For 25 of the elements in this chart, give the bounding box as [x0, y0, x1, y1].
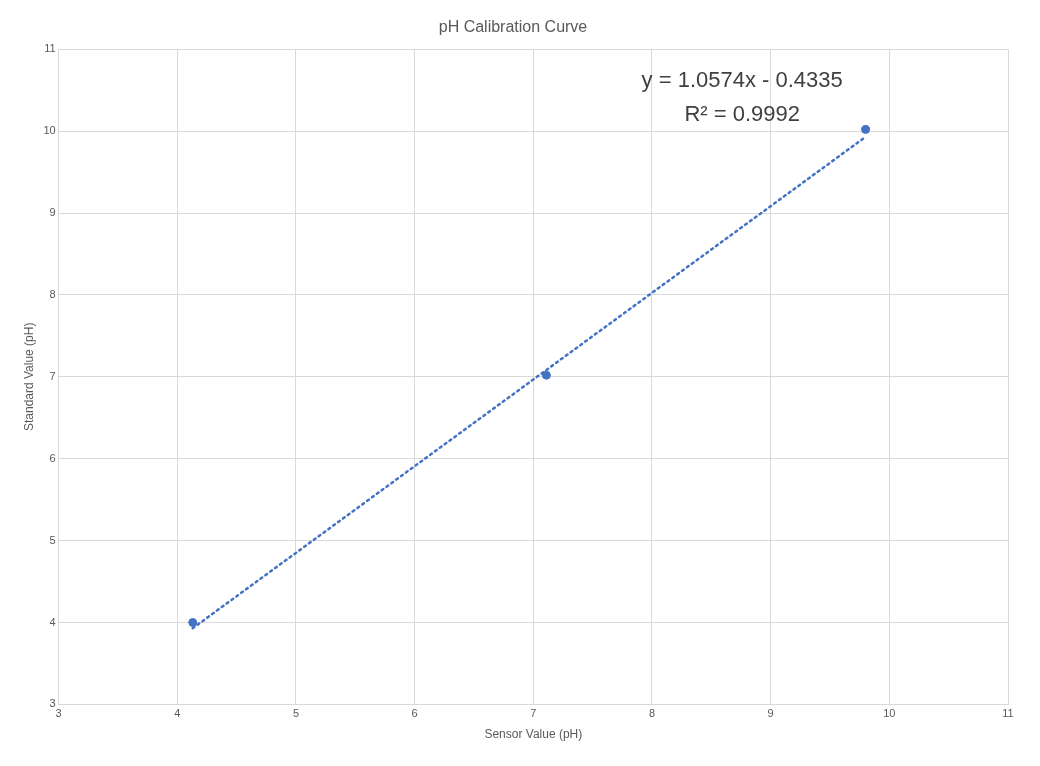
y-tick-label: 4 — [49, 615, 56, 628]
y-tick-label: 11 — [44, 42, 56, 55]
x-tick-label: 4 — [174, 707, 181, 720]
x-tick-label: 8 — [648, 707, 656, 720]
y-tick-label: 6 — [49, 451, 56, 464]
y-tick-label: 9 — [49, 206, 56, 219]
x-tick-label: 9 — [767, 707, 774, 720]
y-tick-label: 8 — [49, 287, 56, 300]
chart-title: pH Calibration Curve — [438, 18, 588, 36]
y-tick-label: 3 — [49, 697, 56, 710]
y-tick-label: 10 — [43, 124, 56, 137]
point — [541, 370, 551, 380]
point — [188, 618, 198, 627]
annotation: R² = 0.9992 — [684, 101, 800, 127]
x-axis-title: Sensor Value (pH) — [484, 727, 583, 742]
x-tick-label: 7 — [530, 707, 537, 720]
annotation: y = 1.0574x - 0.4335 — [641, 67, 843, 93]
x-tick-label: 5 — [292, 707, 300, 720]
x-tick-label: 10 — [883, 707, 896, 720]
y-tick-label: 7 — [49, 369, 56, 382]
point — [861, 124, 871, 134]
x-tick-label: 6 — [411, 707, 418, 720]
y-axis-title: Standard Value (pH) — [21, 322, 36, 432]
x-tick-label: 11 — [1002, 707, 1014, 720]
y-tick-label: 5 — [49, 533, 56, 546]
